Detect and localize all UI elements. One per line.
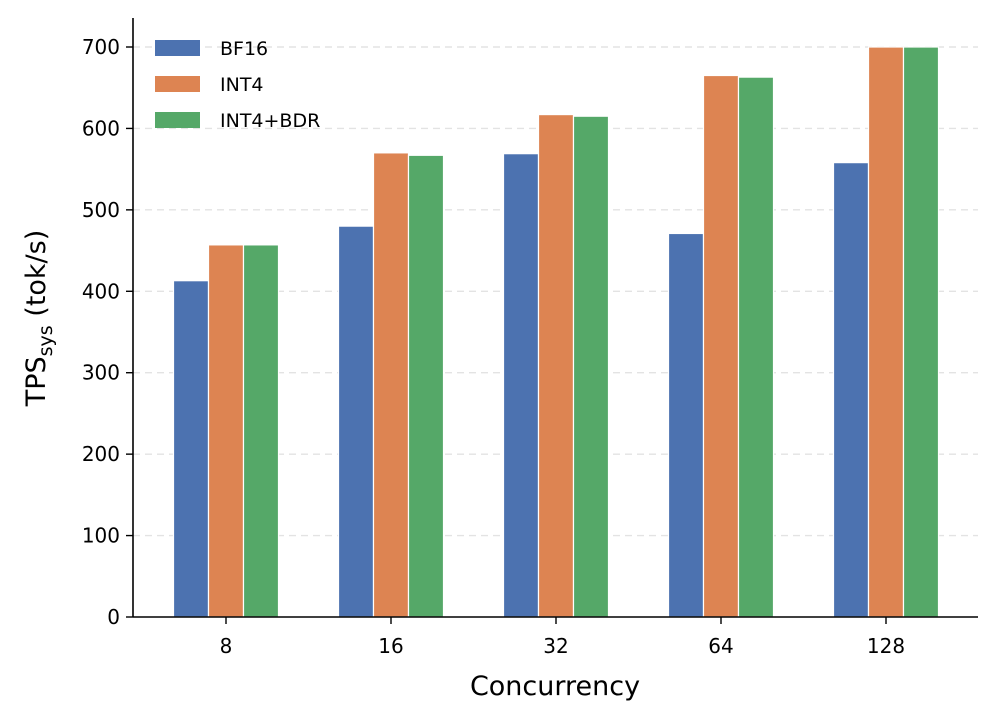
y-tick-label: 200 <box>82 442 120 466</box>
bar-bf16-8 <box>172 280 210 618</box>
legend-swatch <box>155 76 200 92</box>
x-axis-label: Concurrency <box>470 671 640 702</box>
bar-int4-64 <box>702 74 740 618</box>
bar-int4-32 <box>537 113 575 618</box>
y-ticks: 0 100 200 300 400 500 600 700 <box>82 35 133 629</box>
y-tick-label: 700 <box>82 35 120 59</box>
bars <box>172 46 940 618</box>
y-tick-label: 400 <box>82 279 120 303</box>
x-tick-label: 64 <box>708 634 733 658</box>
bar-bf16-64 <box>667 232 705 618</box>
bar-int4-16 <box>372 152 410 618</box>
bar-int4-bdr-128 <box>902 46 940 618</box>
legend-label: BF16 <box>220 38 268 60</box>
x-tick-label: 32 <box>543 634 568 658</box>
bar-int4-bdr-64 <box>737 76 775 618</box>
legend-label: INT4+BDR <box>220 110 320 132</box>
y-axis-label-main: TPS <box>21 356 52 407</box>
legend: BF16 INT4 INT4+BDR <box>155 38 320 132</box>
x-tick-label: 8 <box>220 634 233 658</box>
bar-int4-bdr-16 <box>407 154 445 618</box>
bar-int4-bdr-32 <box>572 115 610 618</box>
bar-bf16-32 <box>502 153 540 618</box>
y-axis-label-suffix: (tok/s) <box>21 230 52 326</box>
legend-swatch <box>155 112 200 128</box>
bar-bf16-128 <box>832 162 870 618</box>
bar-bf16-16 <box>337 225 375 618</box>
y-axis-label: TPSsys (tok/s) <box>21 230 57 408</box>
bar-int4-8 <box>207 244 245 618</box>
y-tick-label: 500 <box>82 198 120 222</box>
y-tick-label: 300 <box>82 361 120 385</box>
x-ticks: 8 16 32 64 128 <box>220 617 905 658</box>
y-tick-label: 100 <box>82 524 120 548</box>
x-tick-label: 16 <box>378 634 403 658</box>
y-tick-label: 0 <box>107 605 120 629</box>
legend-label: INT4 <box>220 74 264 96</box>
bar-int4-128 <box>867 46 905 618</box>
x-tick-label: 128 <box>867 634 905 658</box>
y-axis-label-sub: sys <box>35 325 57 356</box>
y-tick-label: 600 <box>82 116 120 140</box>
legend-swatch <box>155 40 200 56</box>
bar-int4-bdr-8 <box>242 244 280 618</box>
